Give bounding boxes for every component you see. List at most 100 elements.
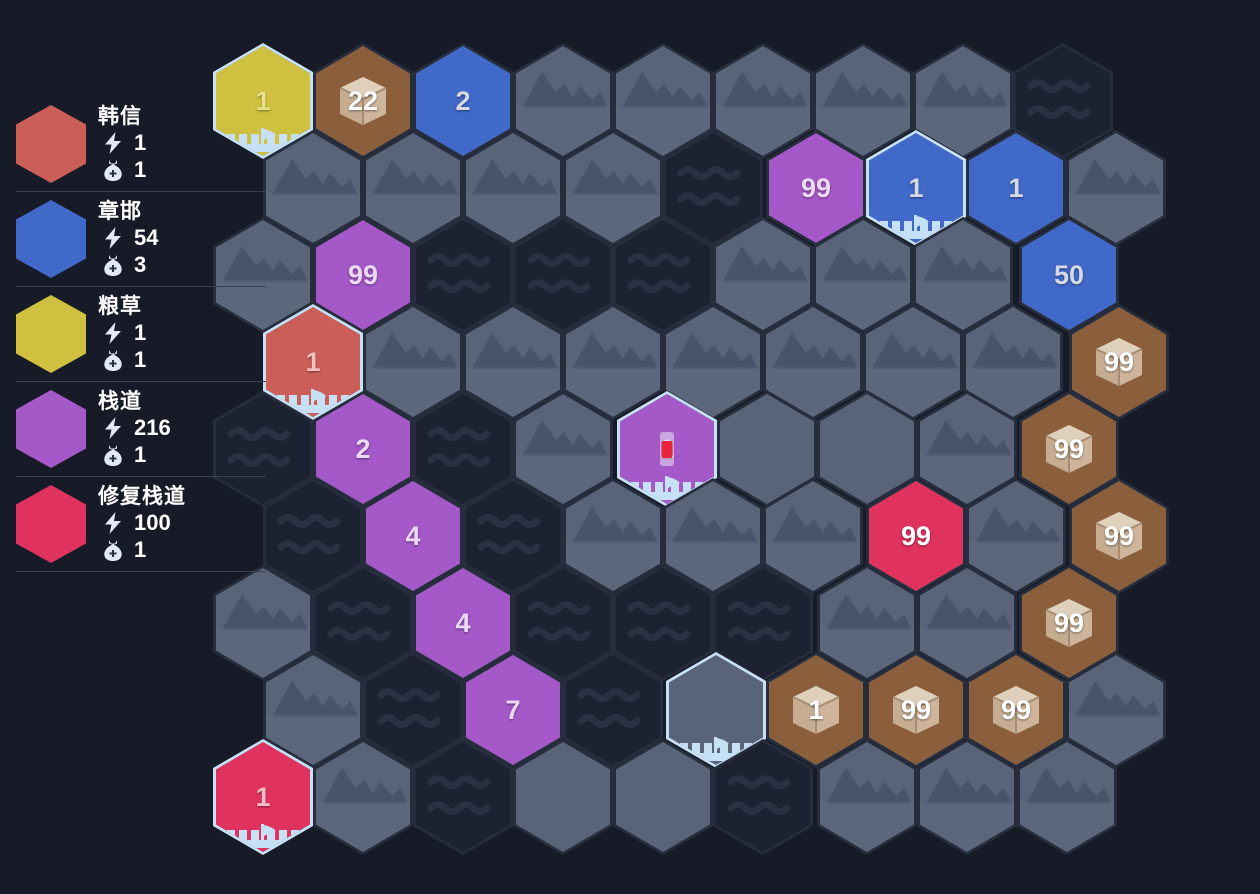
legend-row[interactable]: 粮草 1 1 (16, 286, 266, 382)
hex-tile[interactable]: 1 (263, 304, 363, 420)
legend-faction-name: 韩信 (98, 104, 142, 128)
legend-row[interactable]: 章邯 54 3 (16, 191, 266, 287)
hex-tile[interactable] (213, 391, 313, 507)
lightning-icon (105, 322, 121, 344)
hex-tile-inner: 99 (1072, 481, 1166, 591)
hex-tile[interactable] (913, 217, 1013, 333)
hex-unit-count: 1 (255, 781, 271, 812)
crate-icon (1095, 512, 1143, 560)
legend-info: 栈道 216 1 (98, 390, 171, 469)
hex-tile[interactable]: 99 (966, 652, 1066, 768)
hex-tile-inner (616, 46, 710, 156)
mountain-icon (516, 72, 610, 156)
hex-tile[interactable]: 99 (1069, 304, 1169, 420)
legend-sidebar: 韩信 1 1 章邯 54 3 粮草 1 1 栈道 216 1 修复栈道 100 1 (0, 0, 266, 894)
hex-tile-inner: 1 (769, 655, 863, 765)
water-wave-icon (327, 601, 391, 641)
hex-tile-inner (666, 133, 760, 243)
lightning-icon (105, 417, 121, 439)
legend-power-value: 216 (134, 415, 171, 440)
hex-tile-inner: 22 (316, 46, 410, 156)
hex-tile-inner (516, 394, 610, 504)
water-wave-icon (627, 601, 691, 641)
hex-tile-inner (666, 307, 760, 417)
hex-tile-inner (416, 220, 510, 330)
hex-tile-inner (366, 655, 460, 765)
hex-tile[interactable]: 99 (866, 478, 966, 594)
mountain-icon (716, 246, 810, 330)
hex-tile-inner (616, 568, 710, 678)
mountain-icon (616, 72, 710, 156)
money-bag-icon (98, 348, 128, 372)
hex-tile[interactable] (817, 391, 917, 507)
crate-icon (1045, 425, 1093, 473)
hex-tile[interactable] (663, 304, 763, 420)
water-wave-icon (627, 253, 691, 293)
legend-row[interactable]: 修复栈道 100 1 (16, 476, 266, 572)
hex-unit-count: 2 (355, 433, 371, 464)
water-wave-icon (377, 688, 441, 728)
hex-tile[interactable] (917, 391, 1017, 507)
money-bag-icon (104, 540, 122, 561)
legend-color-swatch (16, 200, 86, 278)
mountain-icon (566, 507, 660, 591)
hex-tile-inner (216, 220, 310, 330)
mountain-icon (766, 507, 860, 591)
mountain-icon (716, 72, 810, 156)
health-bar-icon (660, 432, 674, 466)
hex-tile-inner (516, 742, 610, 852)
legend-gold-stat: 1 (98, 347, 146, 374)
water-wave-icon (477, 514, 541, 554)
hex-unit-count: 99 (900, 520, 932, 551)
hex-tile[interactable]: 2 (313, 391, 413, 507)
money-bag-icon (98, 158, 128, 182)
hex-tile[interactable] (813, 43, 913, 159)
legend-row[interactable]: 栈道 216 1 (16, 381, 266, 477)
legend-row[interactable]: 韩信 1 1 (16, 96, 266, 192)
hex-tile[interactable] (513, 43, 613, 159)
crate-icon (1095, 338, 1143, 386)
hex-tile[interactable] (363, 304, 463, 420)
hex-tile-inner (516, 568, 610, 678)
water-wave-icon (727, 775, 791, 815)
lightning-icon (105, 227, 121, 249)
legend-power-stat: 216 (98, 415, 171, 442)
mountain-icon (266, 681, 360, 765)
hex-unit-count: 1 (808, 694, 824, 725)
mountain-icon (816, 246, 910, 330)
water-wave-icon (427, 253, 491, 293)
hex-tile[interactable] (263, 478, 363, 594)
hex-tile[interactable]: 99 (766, 130, 866, 246)
hex-tile[interactable] (413, 391, 513, 507)
water-wave-icon (227, 427, 291, 467)
hex-tile[interactable] (513, 217, 613, 333)
legend-color-swatch (16, 105, 86, 183)
hex-tile-inner: 1 (266, 307, 360, 417)
water-wave-icon (727, 601, 791, 641)
legend-power-stat: 1 (98, 130, 146, 157)
hex-tile-inner (820, 742, 914, 852)
hex-tile[interactable] (613, 43, 713, 159)
water-wave-icon (527, 253, 591, 293)
hex-tile-inner (1020, 742, 1114, 852)
hex-tile[interactable] (613, 217, 713, 333)
legend-info: 粮草 1 1 (98, 295, 146, 374)
hex-tile[interactable] (713, 43, 813, 159)
hex-tile-inner: 2 (416, 46, 510, 156)
hex-tile[interactable]: 4 (363, 478, 463, 594)
hex-tile[interactable]: 1 (617, 391, 717, 507)
hex-unit-count: 1 (1008, 172, 1024, 203)
mountain-icon (366, 333, 460, 417)
hex-tile-inner (266, 655, 360, 765)
hex-unit-count: 99 (1000, 694, 1032, 725)
hex-unit-count: 99 (347, 259, 379, 290)
legend-info: 韩信 1 1 (98, 105, 146, 184)
hex-unit-count: 1 (305, 346, 321, 377)
hex-tile[interactable] (563, 130, 663, 246)
hex-tile-inner: 2 (316, 394, 410, 504)
hex-tile-inner (516, 46, 610, 156)
hex-unit-count: 2 (455, 85, 471, 116)
hex-tile[interactable] (663, 130, 763, 246)
hex-tile-inner: 7 (466, 655, 560, 765)
